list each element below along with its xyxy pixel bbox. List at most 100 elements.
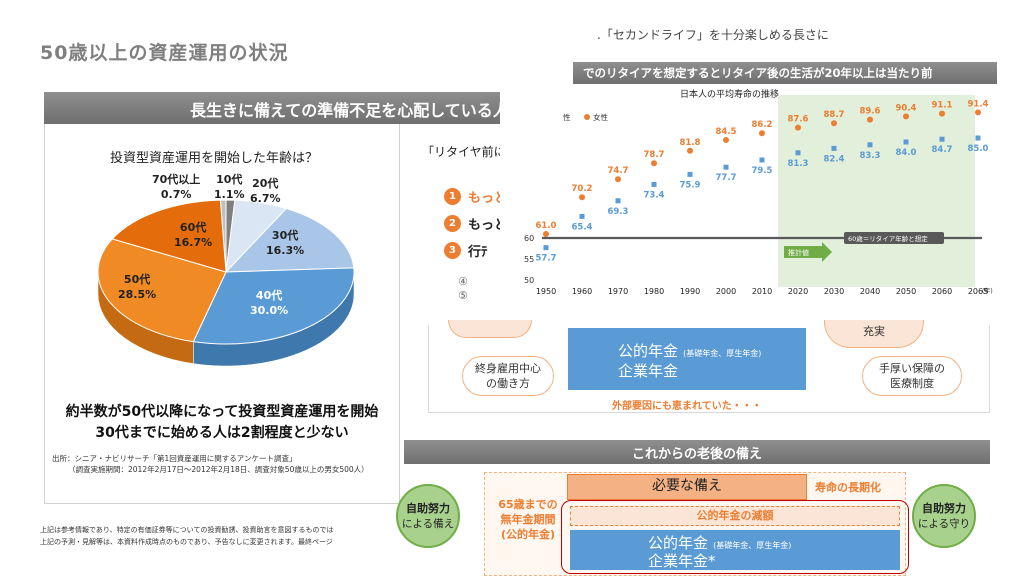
- male-point-1950: [543, 245, 549, 251]
- estimate-label: 推計値: [788, 248, 809, 257]
- male-label-2000: 77.7: [716, 173, 737, 183]
- x-tick-1990: 1990: [680, 287, 700, 296]
- pension-label-2: 企業年金: [618, 362, 679, 380]
- pie-chart: [97, 199, 355, 367]
- female-point-2030: [831, 120, 837, 127]
- bottom-banner-text: これからの老後の備え: [631, 447, 762, 462]
- male-label-1950: 57.7: [536, 254, 557, 264]
- estimate-arrow: [784, 242, 832, 262]
- right-banner: [573, 62, 997, 84]
- male-point-1970: [615, 198, 621, 204]
- x-tick-2030: 2030: [824, 287, 844, 296]
- female-point-2060: [939, 110, 945, 117]
- legend-female: 女性: [593, 113, 608, 122]
- pie-chart-title: 投資型資産運用を開始した年齢は？: [110, 151, 319, 166]
- female-point-2065: [975, 109, 981, 116]
- pie-slice-50代: [97, 238, 227, 343]
- pie-label-30s: 30代 16.3%: [266, 229, 305, 257]
- x-tick-2010: 2010: [752, 287, 772, 296]
- pension-future-label-1: 公的年金: [648, 534, 709, 552]
- female-label-2050: 90.4: [896, 103, 917, 113]
- female-label-2000: 84.5: [716, 127, 737, 137]
- female-label-2020: 87.6: [788, 115, 809, 125]
- bottom-banner: [404, 440, 990, 464]
- female-label-1970: 74.7: [608, 166, 629, 176]
- pension-label-1: 公的年金: [618, 342, 679, 360]
- self-help-preparation-circle: 自助努力 による備え: [396, 484, 460, 548]
- male-point-1980: [651, 181, 657, 187]
- female-point-1980: [651, 160, 657, 167]
- conclusion-text: 約半数が50代以降になって投資型資産運用を開始 30代までに始める人は2割程度と…: [65, 404, 379, 441]
- oval-top-left: [448, 320, 532, 338]
- male-label-2010: 79.5: [752, 166, 773, 176]
- male-point-2030: [831, 145, 837, 151]
- list-number-1: 1: [444, 188, 461, 205]
- male-label-2060: 84.7: [932, 145, 953, 155]
- female-point-1990: [687, 147, 693, 154]
- male-label-1970: 69.3: [608, 207, 629, 217]
- male-point-2000: [723, 164, 729, 170]
- female-point-2050: [903, 113, 909, 120]
- external-factors-text: 外部要因にも恵まれていた・・・: [612, 401, 762, 412]
- x-tick-1980: 1980: [644, 287, 664, 296]
- pie-slice-60代: [111, 199, 227, 273]
- male-point-2010: [759, 157, 765, 163]
- male-point-2060: [939, 136, 945, 142]
- x-axis-unit: (年): [982, 287, 993, 295]
- female-label-2065: 91.4: [968, 99, 989, 109]
- pension-reduction-box: 公的年金の減額: [570, 506, 900, 526]
- female-label-2010: 86.2: [752, 120, 773, 130]
- list-item-3: 行ﾃ: [468, 245, 488, 260]
- highlight-frame: [561, 500, 909, 574]
- y-tick-60: 60: [524, 234, 534, 243]
- female-point-2000: [723, 137, 729, 143]
- right-banner-text: でのリタイアを想定するとリタイア後の生活が20年以上は当たり前: [583, 66, 933, 80]
- female-point-2010: [759, 130, 765, 137]
- male-label-1990: 75.9: [680, 180, 701, 190]
- x-tick-2050: 2050: [896, 287, 916, 296]
- female-label-1960: 70.2: [572, 184, 593, 194]
- female-point-1970: [615, 176, 621, 183]
- female-point-1960: [579, 194, 585, 201]
- x-tick-1950: 1950: [536, 287, 556, 296]
- life-chart-title: 日本人の平均寿命の推移: [680, 90, 780, 100]
- female-point-2040: [867, 116, 873, 123]
- list-item-5: ⑤: [458, 289, 468, 302]
- female-label-2030: 88.7: [824, 110, 845, 120]
- pie-label-50s: 50代 28.5%: [118, 273, 157, 301]
- list-number-2: 2: [444, 215, 461, 232]
- list-item-4: ④: [458, 275, 468, 288]
- list-item-2: もっと: [468, 218, 508, 233]
- male-label-2020: 81.3: [788, 159, 809, 169]
- pension-box-past: 公的年金 (基礎年金、厚生年金) 企業年金: [568, 328, 806, 390]
- x-tick-2040: 2040: [860, 287, 880, 296]
- x-tick-2065: 2065: [968, 287, 988, 296]
- pension-sub-label: (基礎年金、厚生年金): [683, 349, 762, 358]
- pie-label-20s: 20代 6.7%: [250, 177, 281, 205]
- male-label-2065: 85.0: [968, 144, 989, 154]
- pie-label-70s: 70代以上 0.7%: [152, 173, 201, 201]
- female-label-2040: 89.6: [860, 107, 881, 117]
- pie-label-10s: 10代 1.1%: [214, 173, 245, 201]
- y-tick-55: 55: [524, 255, 534, 264]
- female-label-1980: 78.7: [644, 150, 665, 160]
- y-tick-50: 50: [524, 276, 534, 285]
- male-point-1990: [687, 171, 693, 177]
- x-tick-2000: 2000: [716, 287, 736, 296]
- male-label-2040: 83.3: [860, 151, 881, 161]
- male-label-1960: 65.4: [572, 222, 593, 232]
- subtitle-top: .「セカンドライフ」を十分楽しめる長さに: [597, 28, 829, 42]
- male-point-2065: [975, 135, 981, 141]
- oval-lifetime-employment: 終身雇用中心 の働き方: [462, 356, 554, 396]
- pie-slice-30代: [224, 207, 355, 273]
- female-point-2020: [795, 124, 801, 131]
- female-label-2060: 91.1: [932, 101, 953, 111]
- legend-female-marker: [584, 114, 590, 120]
- self-help-protection-circle: 自助努力 による守り: [912, 484, 976, 548]
- pension-future-label-2: 企業年金*: [648, 552, 716, 570]
- longevity-label: 寿命の長期化: [815, 481, 881, 494]
- needed-preparation-box: 必要な備え: [567, 474, 807, 500]
- oval-top-right: 充実: [824, 320, 924, 348]
- source-note: 出所：シニア・ナビリサーチ「第1回資産運用に関するアンケート調査」 （調査実施期…: [52, 454, 369, 474]
